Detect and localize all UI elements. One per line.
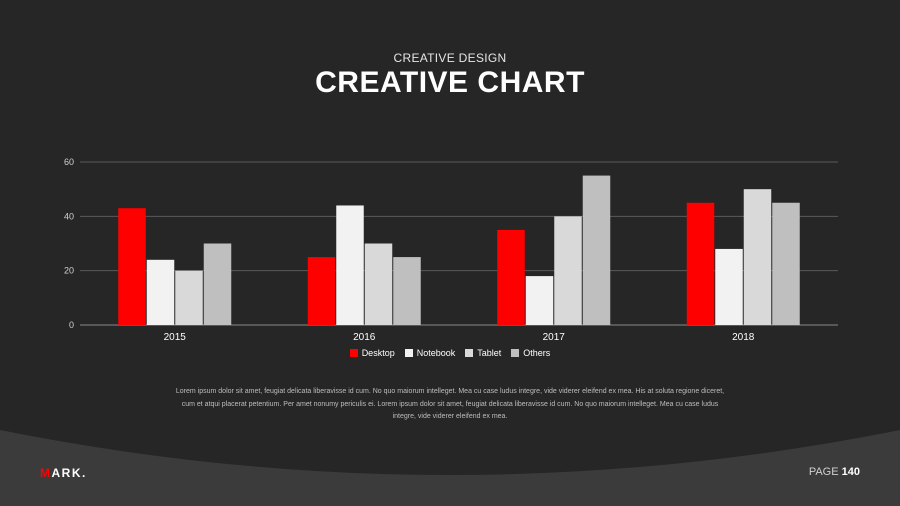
y-tick-label: 0 bbox=[69, 320, 74, 330]
brand-logo: MARK. bbox=[40, 466, 87, 480]
legend-label-desktop: Desktop bbox=[361, 348, 395, 358]
bar-others-2017 bbox=[582, 175, 611, 325]
legend-swatch-tablet bbox=[465, 349, 474, 357]
legend-swatch-others bbox=[511, 349, 520, 357]
bar-tablet-2018 bbox=[743, 189, 772, 325]
page-label: PAGE bbox=[808, 466, 839, 478]
chart-legend: Desktop Notebook Tablet Others bbox=[0, 348, 900, 358]
legend-item-tablet: Tablet bbox=[465, 348, 501, 358]
y-tick-label: 40 bbox=[64, 211, 74, 221]
logo-text: ARK. bbox=[51, 466, 87, 480]
bar-tablet-2016 bbox=[364, 243, 393, 325]
bar-notebook-2015 bbox=[146, 259, 175, 325]
legend-swatch-desktop bbox=[349, 349, 358, 357]
bar-tablet-2015 bbox=[175, 270, 203, 325]
page-indicator: PAGE 140 bbox=[809, 466, 860, 478]
page-number: 140 bbox=[841, 466, 860, 478]
slide-title: CREATIVE CHART bbox=[315, 66, 585, 99]
legend-swatch-notebook bbox=[404, 349, 413, 357]
logo-accent-letter: M bbox=[40, 466, 52, 480]
bar-desktop-2015 bbox=[118, 208, 146, 325]
legend-item-desktop: Desktop bbox=[349, 348, 395, 358]
bar-others-2016 bbox=[393, 257, 421, 325]
x-tick-label: 2018 bbox=[732, 332, 755, 343]
bar-notebook-2017 bbox=[525, 276, 554, 325]
slide-subtitle: CREATIVE DESIGN bbox=[393, 51, 507, 65]
legend-label-notebook: Notebook bbox=[416, 348, 456, 358]
bar-desktop-2017 bbox=[497, 229, 525, 325]
legend-label-tablet: Tablet bbox=[477, 348, 502, 358]
legend-item-others: Others bbox=[511, 348, 550, 358]
bar-desktop-2018 bbox=[686, 202, 715, 325]
x-tick-label: 2015 bbox=[164, 332, 187, 343]
bar-others-2015 bbox=[203, 243, 232, 325]
body-paragraph: Lorem ipsum dolor sit amet, feugiat deli… bbox=[175, 388, 725, 420]
bar-desktop-2016 bbox=[307, 257, 336, 325]
bar-others-2018 bbox=[772, 202, 800, 325]
legend-label-others: Others bbox=[523, 348, 551, 358]
legend-item-notebook: Notebook bbox=[404, 348, 456, 358]
x-tick-label: 2017 bbox=[543, 332, 566, 343]
y-tick-label: 60 bbox=[64, 157, 74, 167]
bar-notebook-2016 bbox=[336, 205, 364, 325]
y-tick-label: 20 bbox=[64, 266, 74, 276]
bar-notebook-2018 bbox=[715, 248, 743, 325]
bar-tablet-2017 bbox=[554, 216, 582, 325]
x-tick-label: 2016 bbox=[353, 332, 376, 343]
